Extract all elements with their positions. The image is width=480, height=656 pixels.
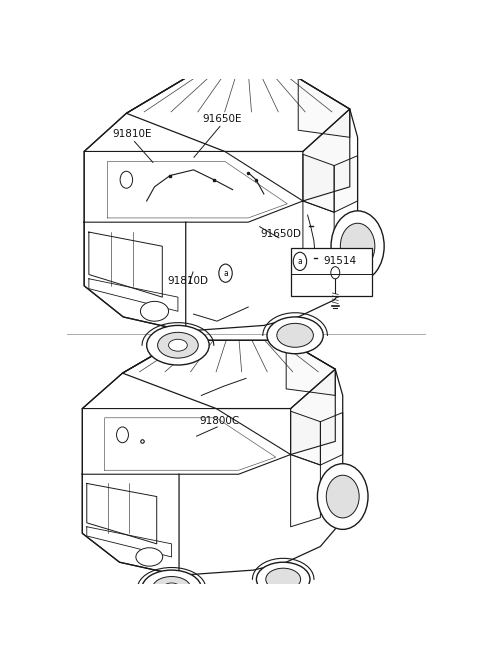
Ellipse shape xyxy=(147,325,209,365)
Ellipse shape xyxy=(142,570,202,607)
Bar xyxy=(290,248,372,296)
Polygon shape xyxy=(321,413,343,465)
Text: 91650E: 91650E xyxy=(202,114,241,124)
Ellipse shape xyxy=(136,548,163,566)
Polygon shape xyxy=(290,411,321,465)
Ellipse shape xyxy=(120,171,132,188)
Text: 91810D: 91810D xyxy=(168,276,209,286)
Ellipse shape xyxy=(266,568,300,590)
Ellipse shape xyxy=(277,323,313,347)
Polygon shape xyxy=(334,155,358,213)
Ellipse shape xyxy=(163,583,180,594)
Ellipse shape xyxy=(326,475,359,518)
Text: 91810E: 91810E xyxy=(113,129,152,139)
Polygon shape xyxy=(290,369,335,455)
Text: 91514: 91514 xyxy=(323,256,356,266)
Ellipse shape xyxy=(340,223,375,269)
Ellipse shape xyxy=(267,317,323,354)
Ellipse shape xyxy=(117,427,129,443)
Text: a: a xyxy=(223,269,228,277)
Ellipse shape xyxy=(141,301,168,321)
Text: 91800C: 91800C xyxy=(200,416,240,426)
Polygon shape xyxy=(303,154,334,213)
Polygon shape xyxy=(286,340,335,396)
Polygon shape xyxy=(303,109,350,201)
Text: a: a xyxy=(298,257,302,266)
Ellipse shape xyxy=(256,562,310,596)
Ellipse shape xyxy=(317,464,368,529)
Ellipse shape xyxy=(168,339,187,351)
Polygon shape xyxy=(298,78,350,137)
Ellipse shape xyxy=(331,211,384,281)
Ellipse shape xyxy=(157,333,198,358)
Ellipse shape xyxy=(152,577,191,600)
Text: 91650D: 91650D xyxy=(261,230,302,239)
